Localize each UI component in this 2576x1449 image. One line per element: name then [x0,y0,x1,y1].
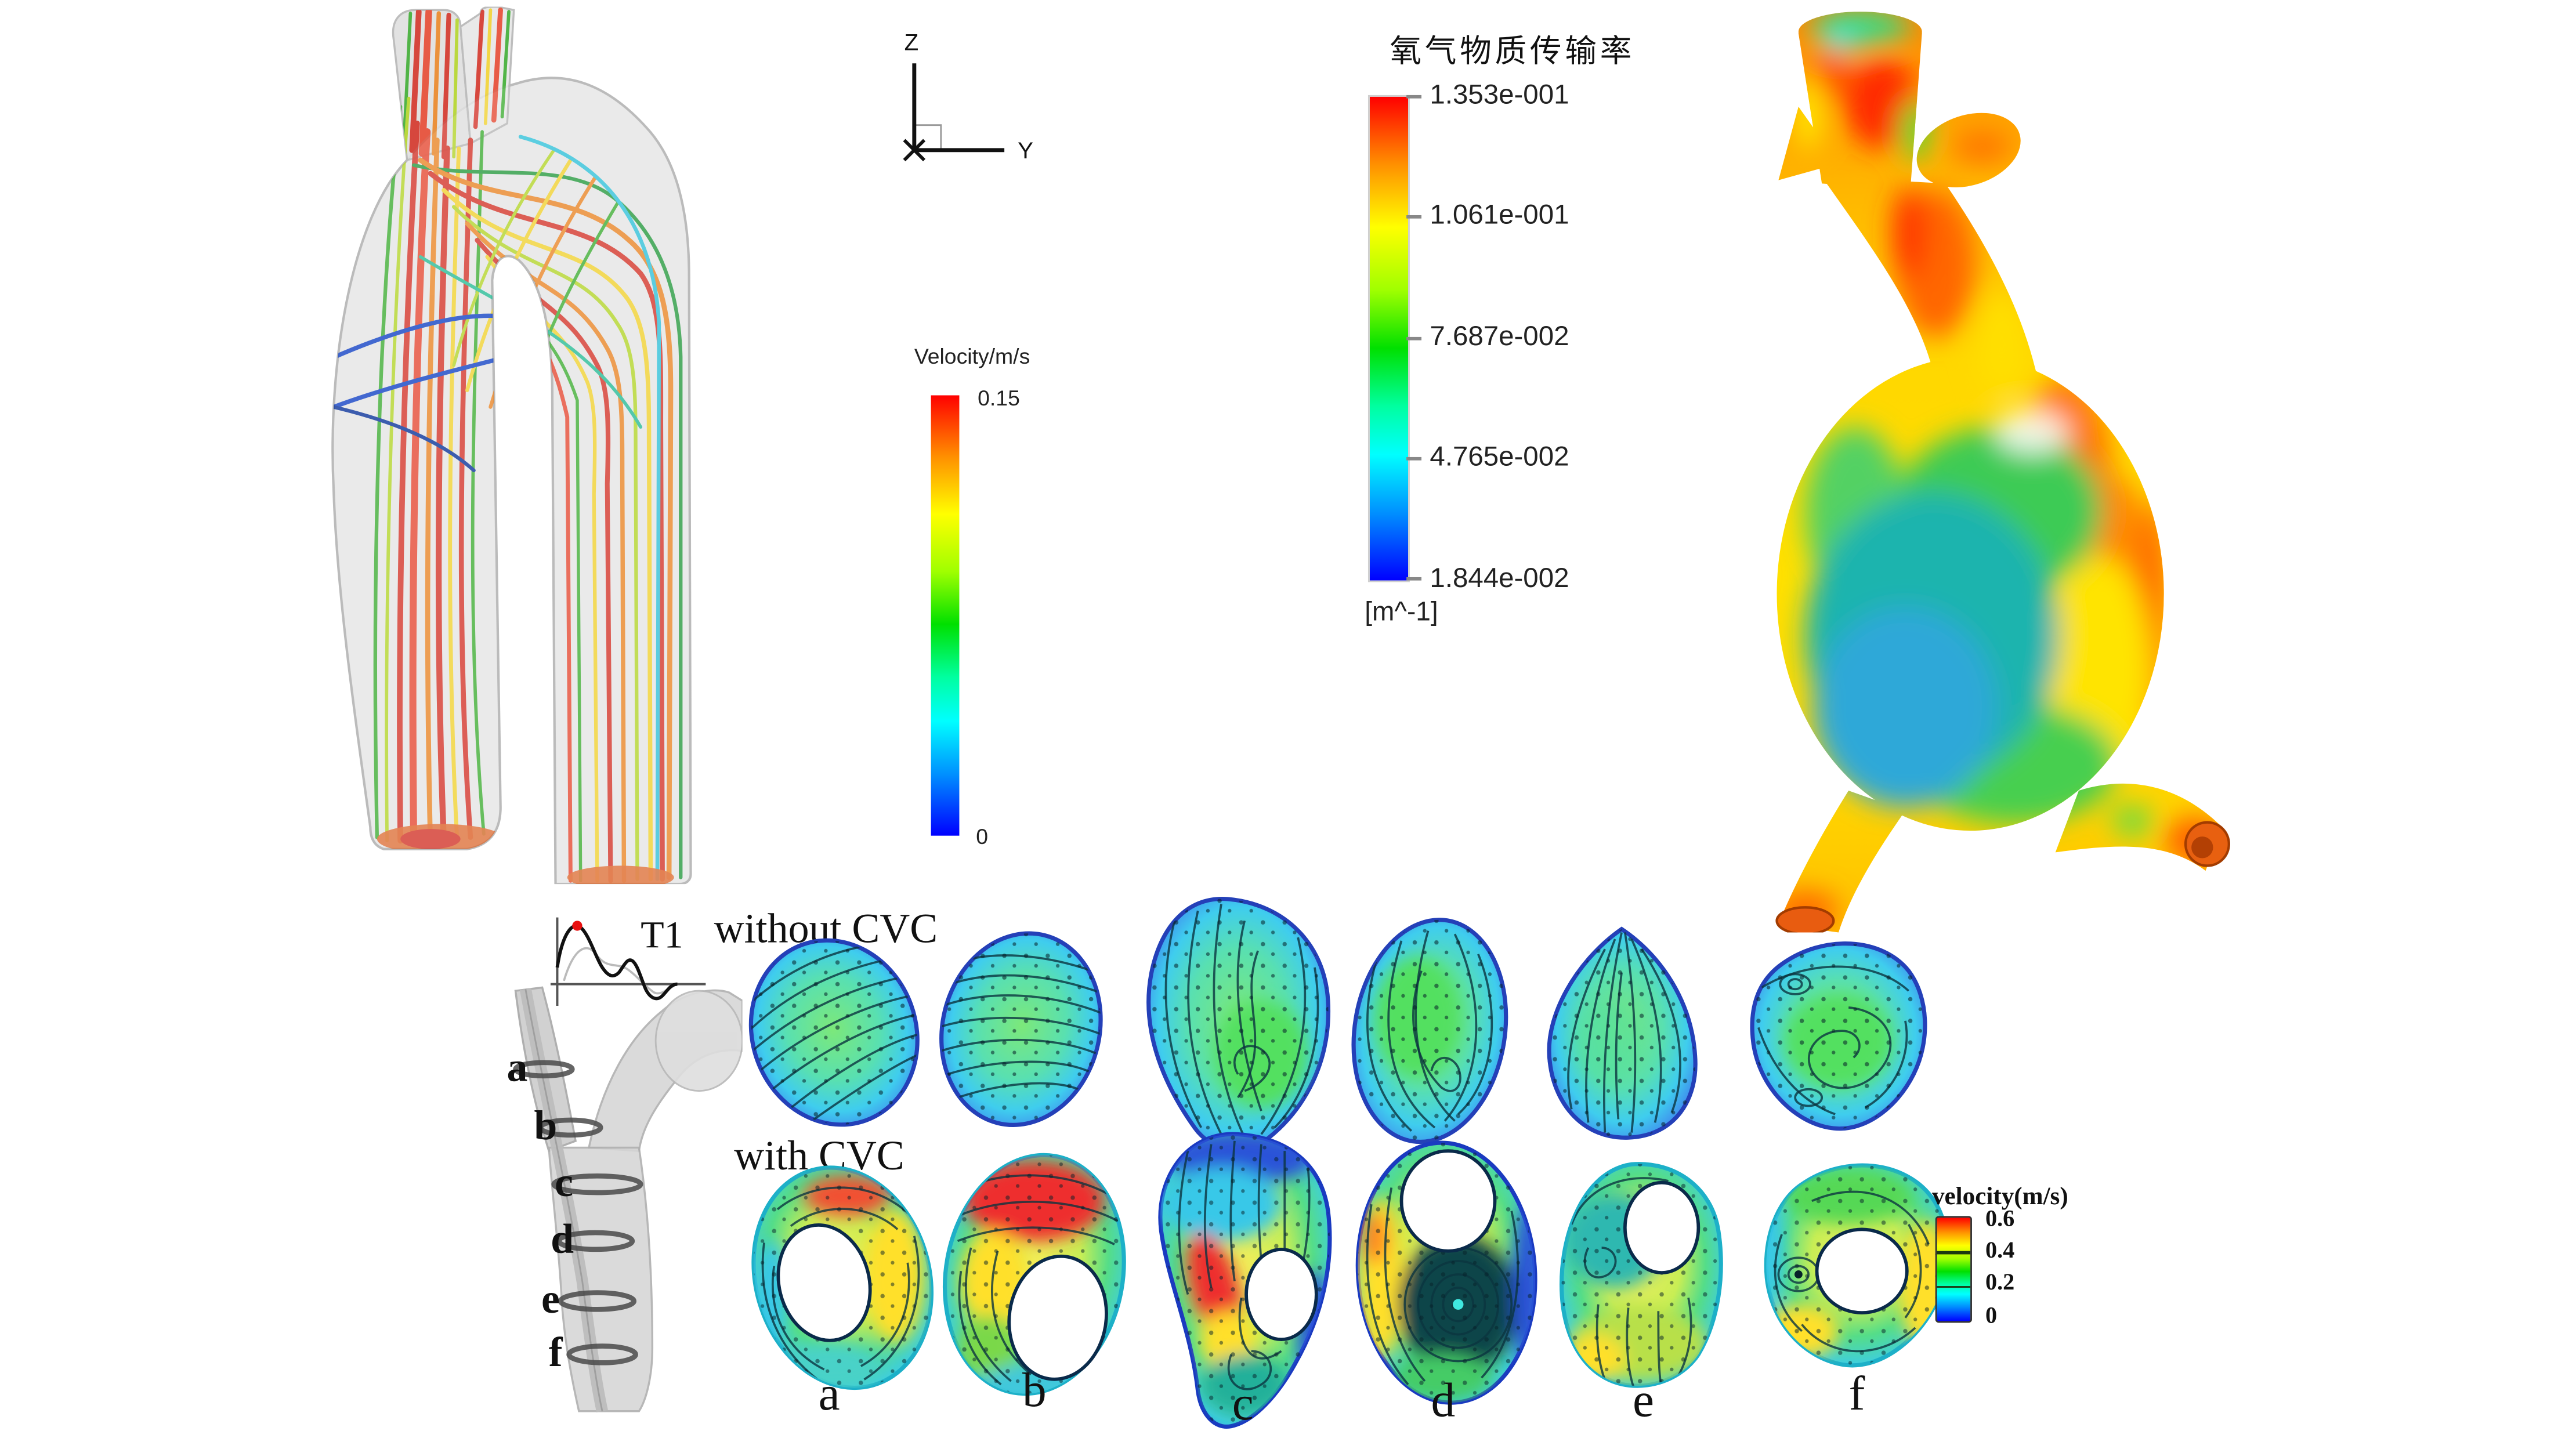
section-panel-with-e [1559,1162,1723,1388]
oxygen-colorbar [1367,95,1410,582]
section-panel-without-e [1547,926,1698,1140]
catheter-lumen-hole [776,1223,872,1342]
oxygen-tick-mark [1406,457,1422,460]
column-letter-e: e [1632,1374,1654,1428]
waveform-label: T1 [641,914,683,956]
axis-triad: Z Y X [903,29,1033,164]
oxygen-tick-label: 1.844e-002 [1430,563,1569,594]
colorbar-tick-line [1937,1285,1971,1289]
oxygen-tick-label: 7.687e-002 [1430,321,1569,352]
oxygen-tick-mark [1406,577,1422,580]
oxygen-tick-mark [1406,215,1422,218]
velocity-colorbar [931,395,960,836]
cross-section-legend-tick: 0.6 [1985,1207,2015,1233]
section-rings [513,1060,643,1365]
oxygen-tick-label: 1.061e-001 [1430,200,1569,230]
catheter-lumen-hole [1623,1180,1701,1274]
section-panel-with-c [1158,1132,1332,1429]
t1-time-marker [572,921,583,931]
velocity-colorbar-title: Velocity/m/s [914,343,1030,369]
cross-section-colorbar [1935,1216,1972,1323]
column-letter-a: a [818,1367,840,1422]
vessel-section-label-f: f [548,1331,563,1376]
section-location-vessel [513,986,743,1412]
oxygen-colorbar-unit: [m^-1] [1365,599,1438,628]
x-axis-marker [903,139,926,162]
vessel-section-label-a: a [506,1046,528,1091]
section-panel-with-f [1764,1163,1950,1368]
section-panel-with-a [747,1159,938,1396]
catheter-lumen-hole [1399,1149,1497,1253]
section-panel-without-f [1750,941,1927,1131]
oxygen-tick-mark [1406,336,1422,340]
column-letter-b: b [1022,1364,1047,1418]
oxygen-tick-label: 4.765e-002 [1430,442,1569,472]
section-panel-without-b [934,927,1108,1131]
velocity-colorbar-min: 0 [976,824,989,849]
streamline-vessel-render [331,6,692,885]
cross-section-legend-tick: 0 [1985,1304,1998,1330]
catheter-lumen-hole [1007,1254,1108,1381]
axis-y-label: Y [1018,137,1033,164]
t1-waveform-inset: T1 [550,914,706,1006]
oxygen-colorbar-title: 氧气物质传输率 [1390,35,1636,70]
section-panel-without-d [1344,914,1515,1148]
column-letter-f: f [1848,1367,1865,1422]
cross-section-legend-tick: 0.4 [1985,1239,2015,1265]
catheter-lumen-hole [1244,1247,1318,1341]
vessel-section-label-d: d [551,1218,574,1263]
catheter-lumen-hole [1815,1227,1909,1314]
vessel-section-label-b: b [534,1104,558,1150]
vessel-section-label-e: e [541,1277,560,1323]
cross-section-legend-title: velocity(m/s) [1931,1184,2068,1211]
oxygen-tick-label: 1.353e-001 [1430,80,1569,110]
vessel-section-label-c: c [554,1161,573,1207]
aneurysm-surface-render [1775,12,2230,933]
cross-section-legend-tick: 0.2 [1985,1271,2015,1296]
column-letter-d: d [1431,1374,1456,1428]
oxygen-tick-mark [1406,95,1422,98]
section-panel-with-b [938,1147,1131,1401]
velocity-colorbar-max: 0.15 [978,385,1020,411]
colorbar-tick-line [1937,1252,1971,1255]
outlet-tube [1775,906,1835,933]
section-panel-without-c [1146,897,1331,1153]
axis-z-label: Z [905,29,919,55]
column-letter-c: c [1232,1378,1254,1432]
section-panel-without-a [746,934,923,1131]
section-panel-with-d [1351,1138,1542,1408]
